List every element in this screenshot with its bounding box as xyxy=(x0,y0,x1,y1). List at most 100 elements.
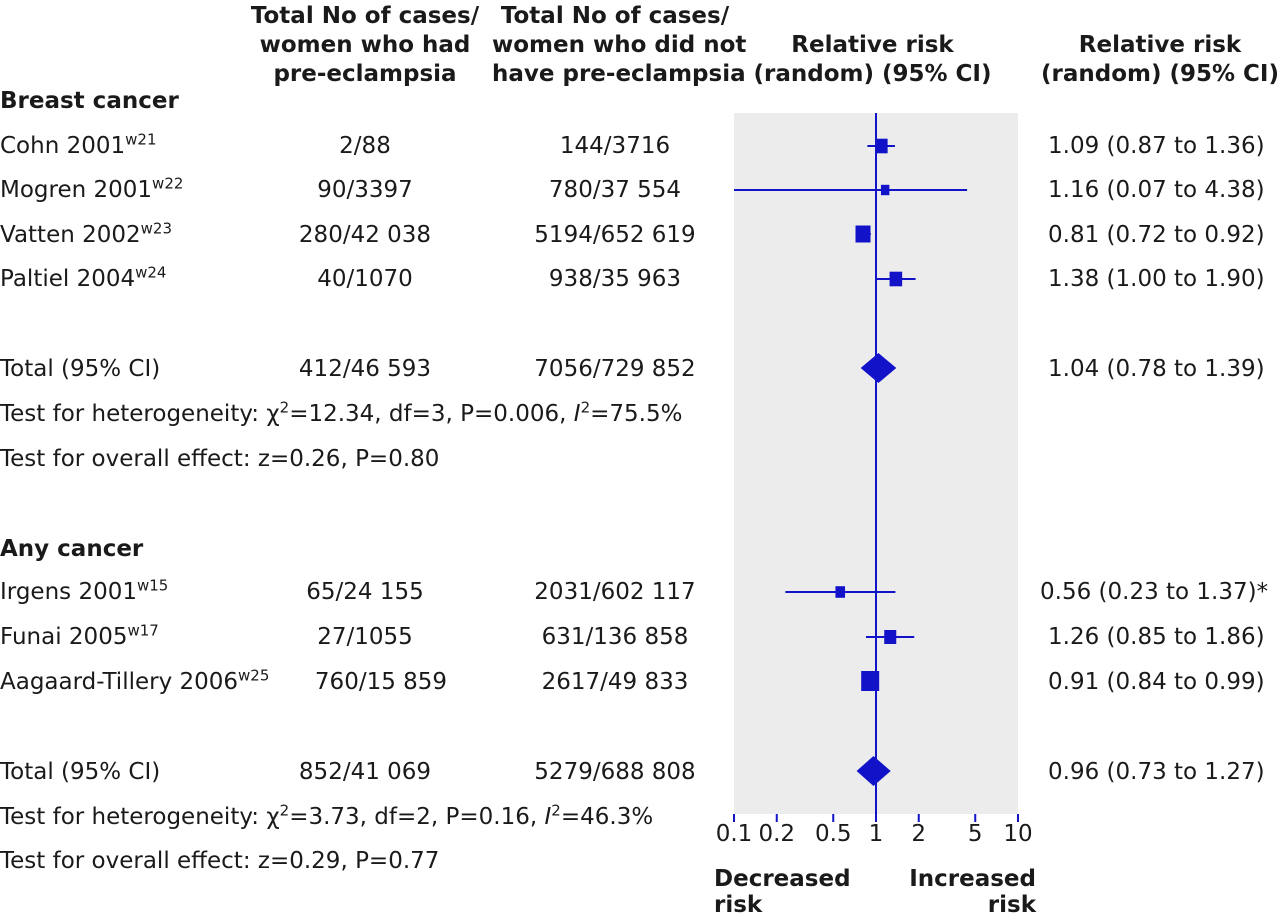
relative-risk-text: 1.38 (1.00 to 1.90) xyxy=(1048,266,1265,292)
group-title-breast-cancer: Breast cancer xyxy=(0,88,179,114)
point-estimate xyxy=(855,225,871,243)
relative-risk-text: 0.56 (0.23 to 1.37)* xyxy=(1040,579,1269,605)
het-prefix: Test for heterogeneity: xyxy=(0,401,267,427)
header-line: pre-eclampsia xyxy=(273,61,457,87)
study-name-text: Cohn 2001 xyxy=(0,133,126,159)
total-cases-no-preeclampsia: 5279/688 808 xyxy=(534,759,696,785)
study-name-text: Paltiel 2004 xyxy=(0,266,136,292)
axis-tick-label: 0.5 xyxy=(815,821,852,847)
axis-tick-label: 0.1 xyxy=(716,821,753,847)
pooled-estimate-diamond xyxy=(860,353,897,383)
cases-preeclampsia: 65/24 155 xyxy=(306,579,424,605)
study-ref: w23 xyxy=(140,219,173,238)
cases-preeclampsia: 280/42 038 xyxy=(298,222,432,248)
chi-symbol: χ xyxy=(266,804,280,830)
axis-tick-label: 0.2 xyxy=(758,821,795,847)
axis-tick-label: 5 xyxy=(968,821,983,847)
cases-no-preeclampsia: 2031/602 117 xyxy=(534,579,696,605)
i-symbol: I xyxy=(573,401,581,427)
point-estimate xyxy=(880,184,890,196)
het-stats: =12.34, df=3, P=0.006, xyxy=(289,401,574,427)
study-name: Mogren 2001w22 xyxy=(0,176,183,204)
label-line: Decreased xyxy=(714,866,851,892)
cases-preeclampsia: 90/3397 xyxy=(317,177,413,203)
cases-no-preeclampsia: 2617/49 833 xyxy=(541,669,689,695)
header-cases-preeclampsia: Total No of cases/ women who had pre-ecl… xyxy=(250,2,480,89)
study-ref: w25 xyxy=(238,666,270,685)
cases-no-preeclampsia: 5194/652 619 xyxy=(534,222,696,248)
superscript: 2 xyxy=(551,801,561,820)
cases-no-preeclampsia: 631/136 858 xyxy=(541,624,689,650)
header-relative-risk: Relative risk (random) (95% CI) xyxy=(1040,31,1280,89)
point-estimate xyxy=(875,138,888,154)
study-name-text: Funai 2005 xyxy=(0,624,128,650)
study-name: Irgens 2001w15 xyxy=(0,578,168,606)
label-line: risk xyxy=(987,892,1036,918)
header-line: women who did not xyxy=(492,32,747,58)
study-name: Cohn 2001w21 xyxy=(0,132,157,160)
decreased-risk-label: Decreased risk xyxy=(714,866,851,918)
header-line: women who had xyxy=(259,32,471,58)
study-name: Paltiel 2004w24 xyxy=(0,265,166,293)
point-estimate xyxy=(889,271,903,287)
header-line: (random) (95% CI) xyxy=(1040,61,1280,87)
superscript: 2 xyxy=(279,801,290,820)
header-line: (random) (95% CI) xyxy=(753,61,992,87)
total-cases-preeclampsia: 412/46 593 xyxy=(298,356,432,382)
study-name-text: Mogren 2001 xyxy=(0,177,153,203)
study-ref: w21 xyxy=(125,130,157,149)
relative-risk-text: 1.16 (0.07 to 4.38) xyxy=(1048,177,1265,203)
study-ref: w22 xyxy=(152,174,184,193)
point-estimate xyxy=(861,671,880,691)
cases-no-preeclampsia: 780/37 554 xyxy=(548,177,682,203)
relative-risk-text: 0.91 (0.84 to 0.99) xyxy=(1048,669,1265,695)
point-estimate xyxy=(884,630,897,644)
cases-preeclampsia: 27/1055 xyxy=(317,624,413,650)
study-name: Funai 2005w17 xyxy=(0,623,159,651)
study-name: Vatten 2002w23 xyxy=(0,221,172,249)
study-name-text: Vatten 2002 xyxy=(0,222,141,248)
study-ref: w24 xyxy=(135,263,167,282)
header-cases-no-preeclampsia: Total No of cases/ women who did not hav… xyxy=(492,2,747,89)
total-label: Total (95% CI) xyxy=(0,759,161,785)
axis-tick-label: 1 xyxy=(869,821,884,847)
heterogeneity-test: Test for heterogeneity: χ2=3.73, df=2, P… xyxy=(0,803,653,831)
pooled-estimate-diamond xyxy=(856,756,891,786)
cases-preeclampsia: 760/15 859 xyxy=(314,669,448,695)
axis-tick-label: 2 xyxy=(911,821,926,847)
heterogeneity-test: Test for heterogeneity: χ2=12.34, df=3, … xyxy=(0,400,682,428)
label-line: risk xyxy=(714,892,763,918)
increased-risk-label: Increased risk xyxy=(900,866,1036,918)
overall-effect-test: Test for overall effect: z=0.26, P=0.80 xyxy=(0,446,440,472)
superscript: 2 xyxy=(279,398,290,417)
study-ref: w17 xyxy=(127,621,159,640)
header-line: have pre-eclampsia xyxy=(492,61,746,87)
het-i2: =46.3% xyxy=(560,804,654,830)
group-title-any-cancer: Any cancer xyxy=(0,536,144,562)
chi-symbol: χ xyxy=(266,401,280,427)
total-cases-no-preeclampsia: 7056/729 852 xyxy=(534,356,696,382)
header-line: Total No of cases/ xyxy=(500,3,730,29)
relative-risk-text: 1.26 (0.85 to 1.86) xyxy=(1048,624,1265,650)
total-relative-risk-text: 0.96 (0.73 to 1.27) xyxy=(1048,759,1265,785)
header-plot-relative-risk: Relative risk (random) (95% CI) xyxy=(745,31,1000,89)
header-line: Total No of cases/ xyxy=(250,3,480,29)
het-i2: =75.5% xyxy=(590,401,683,427)
cases-no-preeclampsia: 144/3716 xyxy=(559,133,671,159)
header-line: Relative risk xyxy=(1078,32,1242,58)
study-ref: w15 xyxy=(137,576,169,595)
total-label: Total (95% CI) xyxy=(0,356,161,382)
axis-tick-label: 10 xyxy=(1003,821,1032,847)
study-name: Aagaard-Tillery 2006w25 xyxy=(0,668,269,696)
het-prefix: Test for heterogeneity: xyxy=(0,804,267,830)
study-name-text: Irgens 2001 xyxy=(0,579,137,605)
relative-risk-text: 1.09 (0.87 to 1.36) xyxy=(1048,133,1265,159)
overall-effect-test: Test for overall effect: z=0.29, P=0.77 xyxy=(0,848,440,874)
label-line: Increased xyxy=(909,866,1036,892)
total-cases-preeclampsia: 852/41 069 xyxy=(298,759,432,785)
cases-preeclampsia: 2/88 xyxy=(339,133,391,159)
total-relative-risk-text: 1.04 (0.78 to 1.39) xyxy=(1048,356,1265,382)
cases-no-preeclampsia: 938/35 963 xyxy=(548,266,682,292)
i-symbol: I xyxy=(544,804,552,830)
